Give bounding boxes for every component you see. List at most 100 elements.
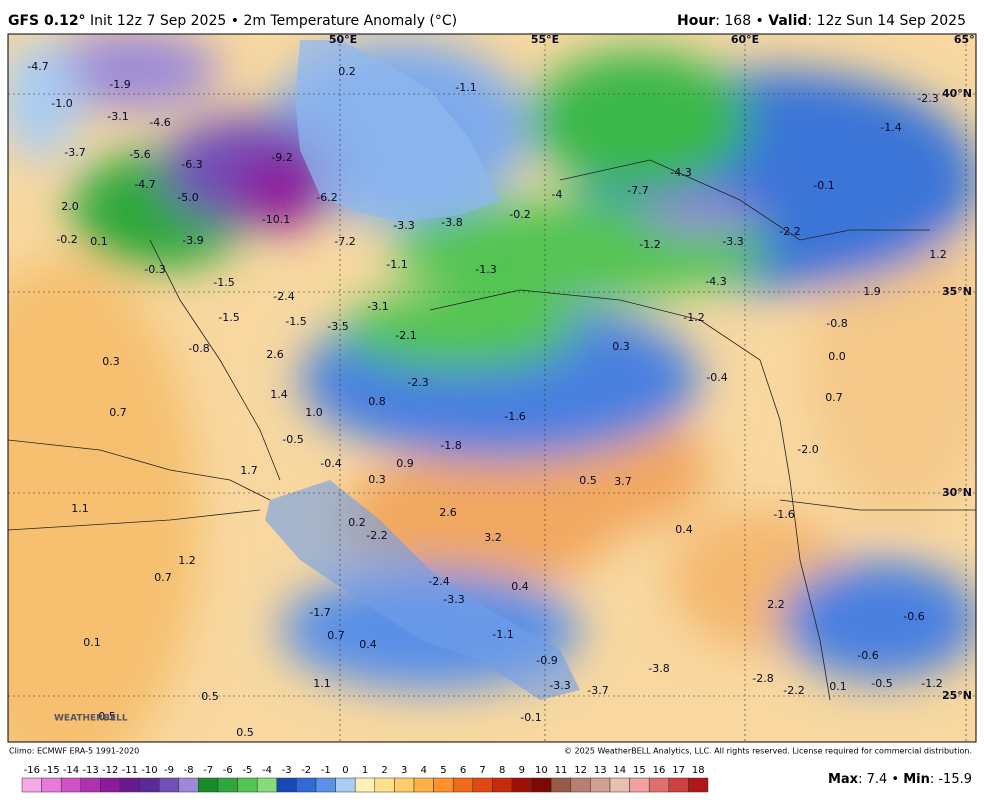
colorbar-box	[394, 777, 415, 793]
anomaly-label: 2.6	[439, 506, 457, 519]
anomaly-label: -2.3	[917, 92, 938, 105]
lon-label: 60°E	[731, 33, 759, 46]
anomaly-label: -0.4	[320, 457, 341, 470]
colorbar-box	[590, 777, 611, 793]
anomaly-label: -4.3	[705, 275, 726, 288]
climo: Climo: ECMWF ERA-5 1991-2020	[9, 747, 139, 756]
colorbar-label: 16	[653, 765, 666, 776]
anomaly-label: -3.3	[393, 219, 414, 232]
anomaly-label: -1.5	[218, 311, 239, 324]
colorbar-label: 6	[460, 765, 466, 776]
max: : 7.4 •	[858, 772, 903, 787]
hour-label: Hour	[677, 13, 715, 29]
colorbar-label: 2	[381, 765, 387, 776]
anomaly-label: -0.6	[903, 610, 924, 623]
header-title: GFS 0.12° Init 12z 7 Sep 2025 • 2m Tempe…	[8, 13, 457, 29]
colorbar-box	[472, 777, 493, 793]
anomaly-label: -9.2	[271, 151, 292, 164]
borders	[8, 159, 976, 701]
max-min: Max: 7.4 • Min: -15.9	[828, 772, 972, 787]
anomaly-label: 0.5	[98, 710, 116, 723]
logo: WEATHERBELL	[54, 714, 128, 724]
anomaly-label: -1.2	[921, 677, 942, 690]
anomaly-label: -1.6	[773, 508, 794, 521]
colorbar-label: -8	[184, 765, 194, 776]
colorbar-box	[217, 777, 238, 793]
anomaly-label: -3.3	[722, 235, 743, 248]
colorbar-label: -9	[164, 765, 174, 776]
colorbar-label: -7	[203, 765, 213, 776]
anomaly-label: -3.9	[182, 234, 203, 247]
anomaly-label: 0.0	[828, 350, 846, 363]
colorbar-box	[119, 777, 140, 793]
colorbar-box	[335, 777, 356, 793]
anomaly-label: -1.9	[109, 78, 130, 91]
anomaly-label: 0.5	[236, 726, 254, 739]
colorbar-box	[648, 777, 670, 793]
anomaly-label: 3.7	[614, 475, 632, 488]
anomaly-label: 1.2	[929, 248, 947, 261]
anomaly-label: -1.8	[440, 439, 461, 452]
anomaly-label: -3.1	[367, 300, 388, 313]
anomaly-label: 1.0	[305, 406, 323, 419]
colorbar-box	[276, 777, 297, 793]
anomaly-label: 1.9	[863, 285, 881, 298]
anomaly-label: 0.5	[579, 474, 597, 487]
anomaly-label: 1.7	[240, 464, 258, 477]
colorbar-label: -16	[24, 765, 40, 776]
anomaly-label: -0.6	[857, 649, 878, 662]
anomaly-label: 0.4	[675, 523, 693, 536]
anomaly-label: -1.1	[386, 258, 407, 271]
colorbar-box	[629, 777, 650, 793]
colorbar-label: -6	[223, 765, 233, 776]
lon-label: 65°E	[954, 33, 982, 46]
min: : -15.9	[930, 772, 972, 787]
colorbar-box	[315, 777, 336, 793]
colorbar-box	[139, 777, 160, 793]
colorbar-box	[354, 777, 376, 793]
anomaly-label: 0.9	[396, 457, 414, 470]
anomaly-label: -4.3	[670, 166, 691, 179]
valid: : 12z Sun 14 Sep 2025	[807, 13, 966, 29]
anomaly-label: -2.4	[273, 290, 294, 303]
anomaly-label: -2.2	[779, 225, 800, 238]
anomaly-field	[8, 34, 976, 742]
colorbar-label: 5	[440, 765, 446, 776]
anomaly-label: 0.7	[154, 571, 172, 584]
colorbar: -16 -15 -14 -13 -12 -11 -10 -9 -8 -7 -6 -5 -4 -3 -2 -1 0…	[21, 765, 709, 793]
anomaly-label: -1.3	[475, 263, 496, 276]
valid-label: Valid	[768, 13, 807, 29]
colorbar-label: -11	[122, 765, 138, 776]
colorbar-label: 18	[692, 765, 705, 776]
copyright: © 2025 WeatherBELL Analytics, LLC. All r…	[564, 747, 972, 756]
lat-label: 35°N	[942, 285, 972, 298]
anomaly-label: -3.3	[443, 593, 464, 606]
max-label: Max	[828, 772, 859, 787]
anomaly-label: 0.7	[327, 629, 345, 642]
colorbar-box	[100, 777, 121, 793]
colorbar-box	[296, 777, 317, 793]
anomaly-label: -5.0	[177, 191, 198, 204]
anomaly-label: -2.4	[428, 575, 449, 588]
colorbar-label: 3	[401, 765, 407, 776]
lat-label: 30°N	[942, 486, 972, 499]
anomaly-label: -7.7	[627, 184, 648, 197]
anomaly-label: -0.1	[813, 179, 834, 192]
anomaly-label: 0.3	[102, 355, 120, 368]
map: 50°E 55°E 60°E 65°E 40°N 35°N 30°N 25°N -4.7 -1.9…	[8, 33, 982, 742]
anomaly-label: -4.6	[149, 116, 170, 129]
anomaly-label: 0.2	[348, 516, 366, 529]
anomaly-label: -1.6	[504, 410, 525, 423]
anomaly-label: -1.1	[492, 628, 513, 641]
anomaly-label: -3.7	[587, 684, 608, 697]
colorbar-label: 0	[342, 765, 348, 776]
anomaly-label: -10.1	[262, 213, 290, 226]
anomaly-label: -2.3	[407, 376, 428, 389]
lat-label: 40°N	[942, 87, 972, 100]
anomaly-label: -1.1	[455, 81, 476, 94]
anomaly-label: -3.1	[107, 110, 128, 123]
anomaly-label: 0.8	[368, 395, 386, 408]
anomaly-label: -0.2	[56, 233, 77, 246]
anomaly-label: 0.2	[338, 65, 356, 78]
